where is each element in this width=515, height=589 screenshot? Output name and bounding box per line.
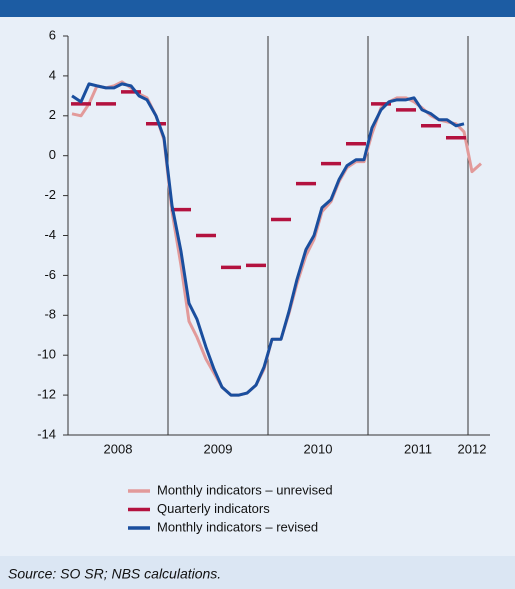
x-tick-label: 2011 xyxy=(404,441,432,456)
y-tick-label: 0 xyxy=(49,147,56,162)
y-tick-label: -6 xyxy=(44,267,56,282)
x-tick-label: 2009 xyxy=(204,441,233,456)
legend-label: Monthly indicators – revised xyxy=(157,519,318,534)
y-tick-label: 4 xyxy=(49,67,56,82)
y-tick-label: 2 xyxy=(49,107,56,122)
x-tick-label: 2008 xyxy=(104,441,133,456)
source-note: Source: SO SR; NBS calculations. xyxy=(8,566,221,582)
y-tick-label: -2 xyxy=(44,187,56,202)
y-tick-label: -14 xyxy=(37,426,56,441)
series-line xyxy=(71,82,465,397)
y-tick-label: -12 xyxy=(37,387,56,402)
y-tick-label: -8 xyxy=(44,307,56,322)
x-tick-label: 2012 xyxy=(458,441,487,456)
series-line xyxy=(71,80,482,397)
source-band xyxy=(0,556,515,589)
legend-label: Quarterly indicators xyxy=(157,501,270,516)
y-tick-label: -10 xyxy=(37,347,56,362)
y-tick-label: -4 xyxy=(44,227,56,242)
title-bar xyxy=(0,0,515,17)
x-tick-label: 2010 xyxy=(304,441,333,456)
legend-label: Monthly indicators – unrevised xyxy=(157,482,333,497)
y-tick-label: 6 xyxy=(49,27,56,42)
